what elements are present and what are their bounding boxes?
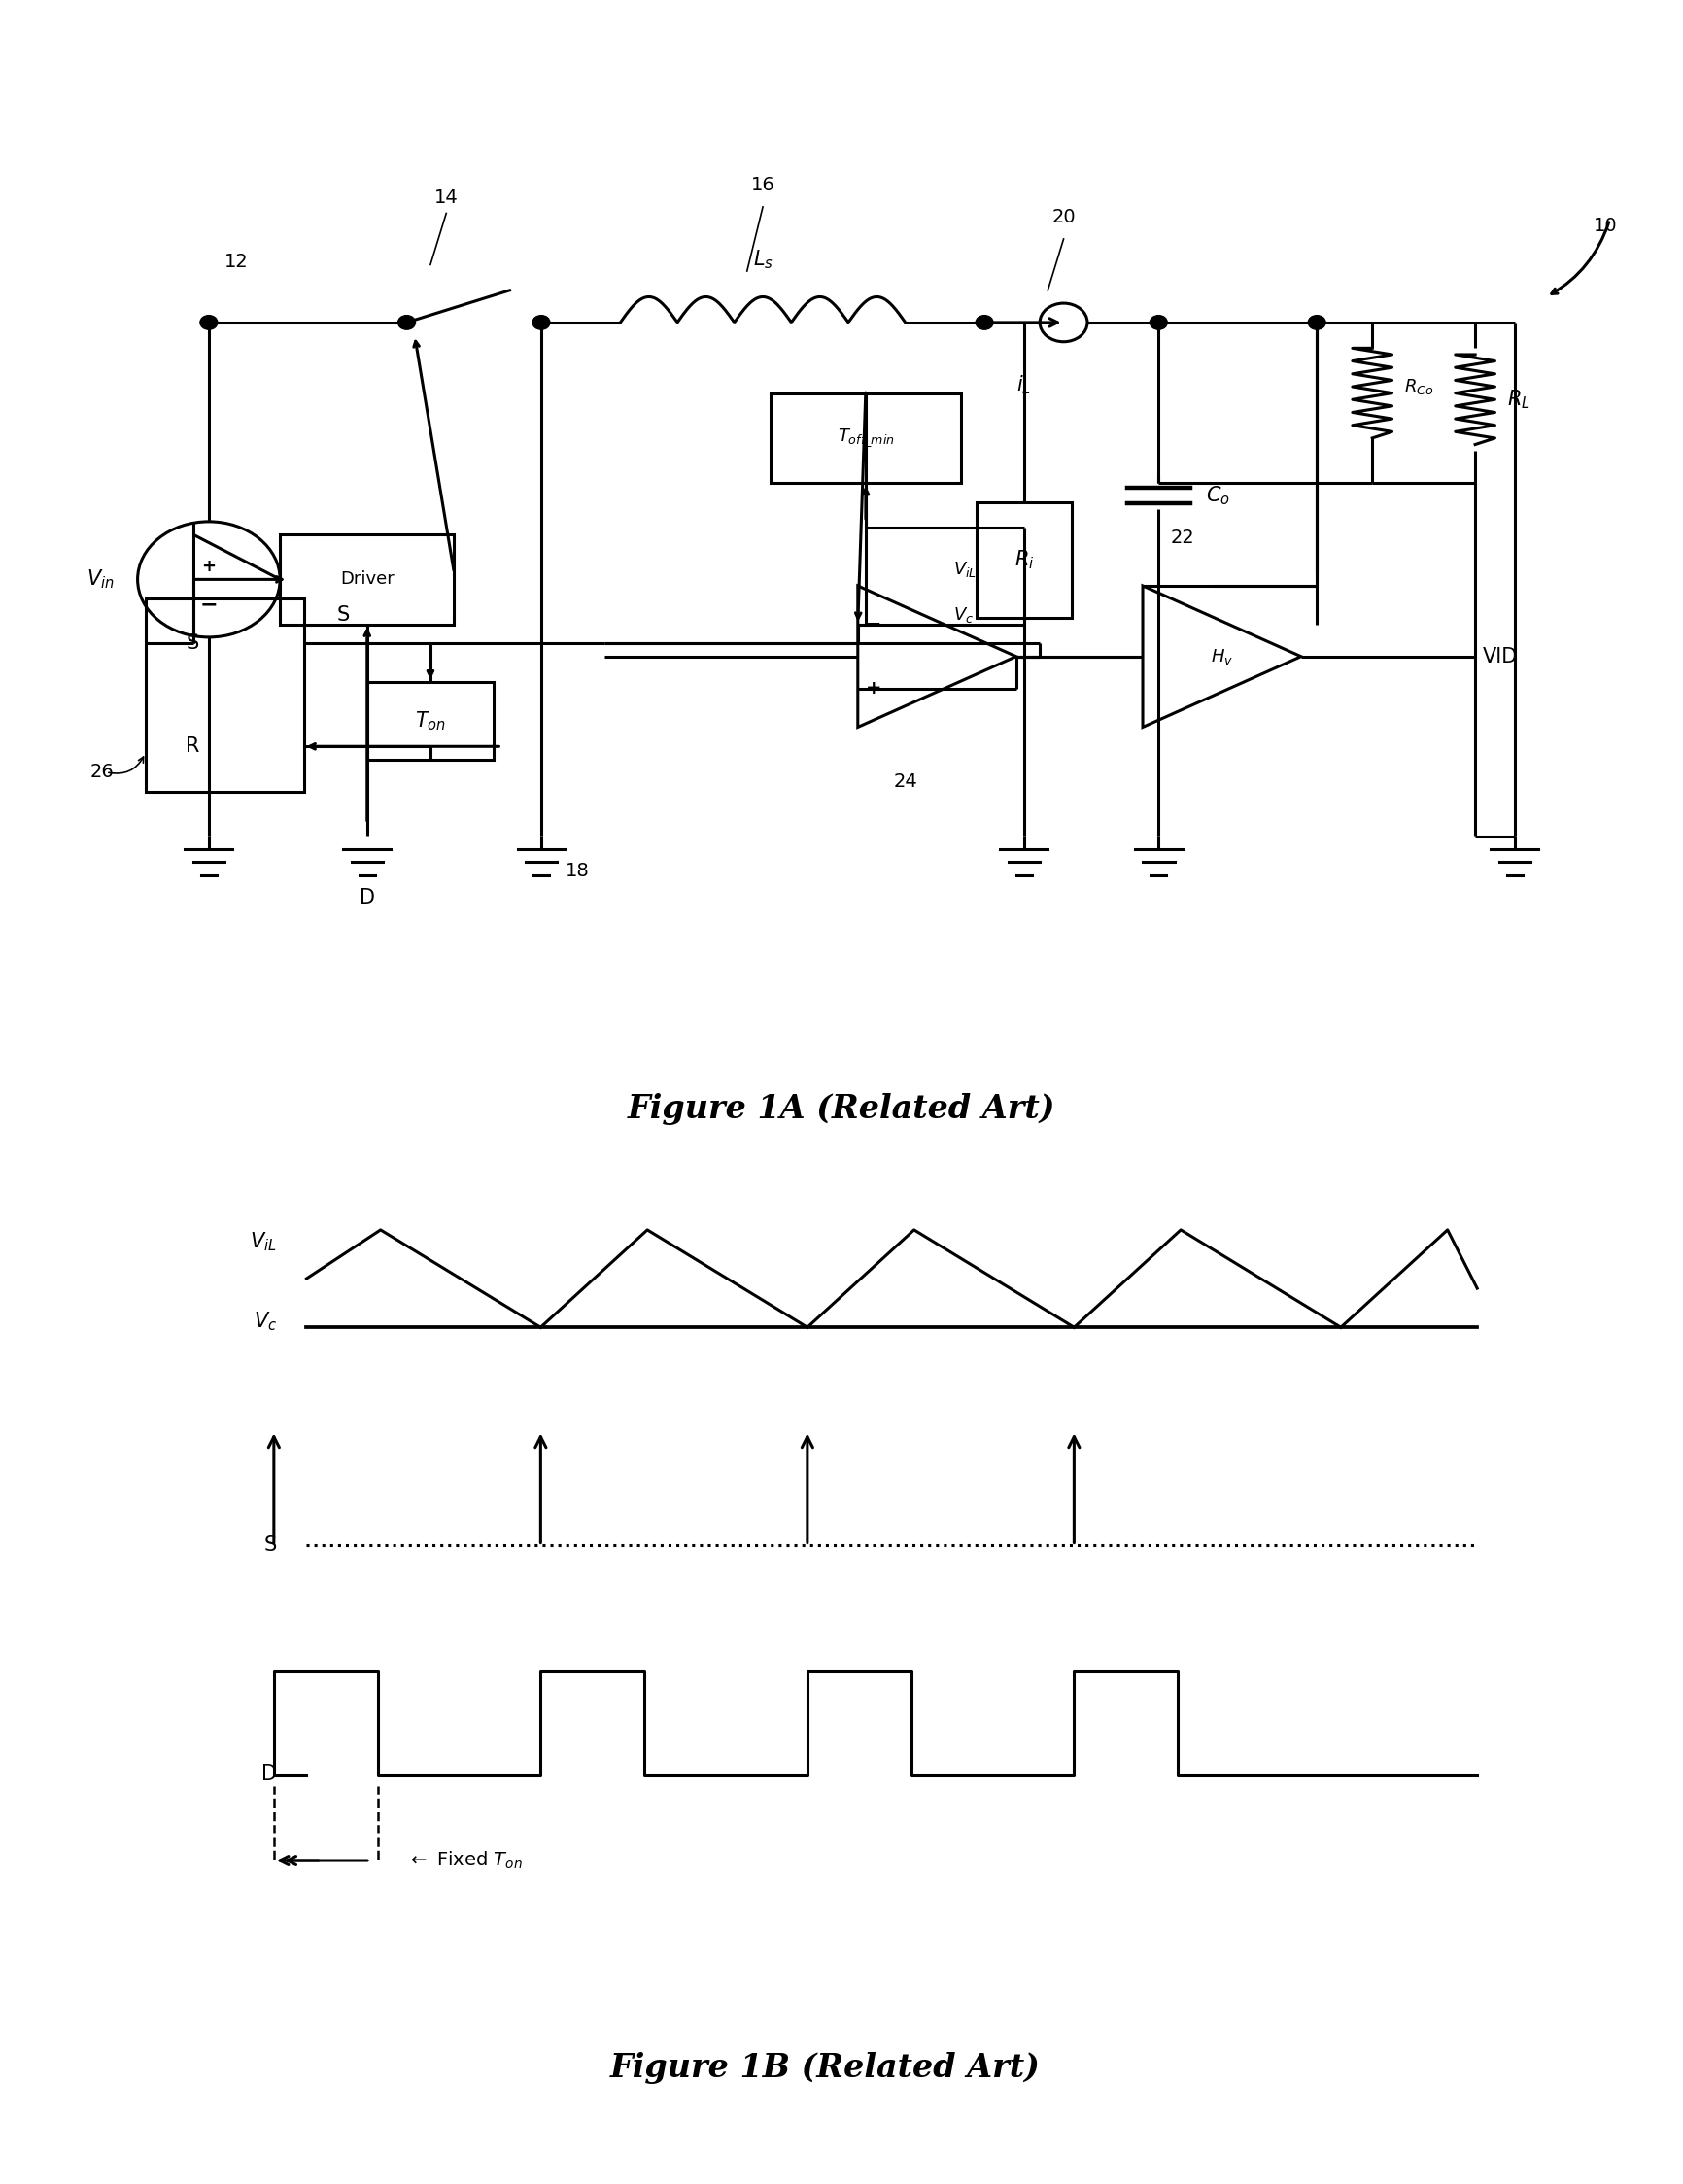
Text: −: − — [200, 596, 217, 616]
Text: Driver: Driver — [340, 570, 394, 587]
Text: $\leftarrow$ Fixed $T_{on}$: $\leftarrow$ Fixed $T_{on}$ — [407, 1850, 522, 1872]
Bar — [367, 681, 493, 760]
Text: R: R — [185, 736, 200, 756]
Text: 18: 18 — [565, 863, 589, 880]
Text: 22: 22 — [1170, 529, 1193, 548]
Circle shape — [1308, 314, 1325, 330]
Text: S: S — [264, 1535, 276, 1555]
Circle shape — [974, 314, 993, 330]
Text: D: D — [358, 887, 375, 906]
Text: $T_{off\_min}$: $T_{off\_min}$ — [836, 428, 894, 450]
Text: −: − — [865, 616, 882, 633]
Circle shape — [532, 314, 550, 330]
Text: D: D — [261, 1765, 276, 1784]
Text: $L_s$: $L_s$ — [752, 249, 772, 271]
Text: 10: 10 — [1594, 216, 1617, 236]
Text: $T_{on}$: $T_{on}$ — [414, 710, 446, 732]
Text: S: S — [337, 605, 350, 625]
Text: $V_c$: $V_c$ — [252, 1310, 276, 1332]
Bar — [976, 502, 1070, 618]
Circle shape — [200, 314, 217, 330]
Text: $V_c$: $V_c$ — [953, 605, 973, 625]
Text: 24: 24 — [892, 773, 917, 791]
Text: +: + — [865, 679, 882, 699]
Text: $C_o$: $C_o$ — [1205, 485, 1230, 507]
Text: $i_L$: $i_L$ — [1017, 373, 1030, 397]
Text: +: + — [202, 557, 215, 574]
Text: Figure 1B (Related Art): Figure 1B (Related Art) — [609, 2053, 1040, 2084]
Text: $R_i$: $R_i$ — [1013, 548, 1033, 572]
Bar — [279, 535, 454, 625]
Text: $V_{in}$: $V_{in}$ — [86, 568, 114, 592]
Bar — [771, 393, 959, 483]
Text: VID: VID — [1483, 646, 1518, 666]
Text: $R_{Co}$: $R_{Co}$ — [1404, 378, 1432, 397]
Circle shape — [1149, 314, 1166, 330]
Text: 16: 16 — [751, 175, 774, 194]
Text: $R_L$: $R_L$ — [1506, 389, 1530, 411]
Text: $V_{iL}$: $V_{iL}$ — [249, 1230, 276, 1254]
Text: 14: 14 — [434, 188, 458, 207]
Text: Figure 1A (Related Art): Figure 1A (Related Art) — [628, 1094, 1055, 1125]
Text: 26: 26 — [89, 762, 114, 782]
Bar — [145, 598, 303, 791]
Text: 12: 12 — [224, 253, 249, 271]
Text: 20: 20 — [1050, 207, 1075, 227]
Text: $H_v$: $H_v$ — [1210, 646, 1232, 666]
Text: S: S — [187, 633, 199, 653]
Circle shape — [397, 314, 416, 330]
Text: $V_{iL}$: $V_{iL}$ — [953, 559, 976, 579]
